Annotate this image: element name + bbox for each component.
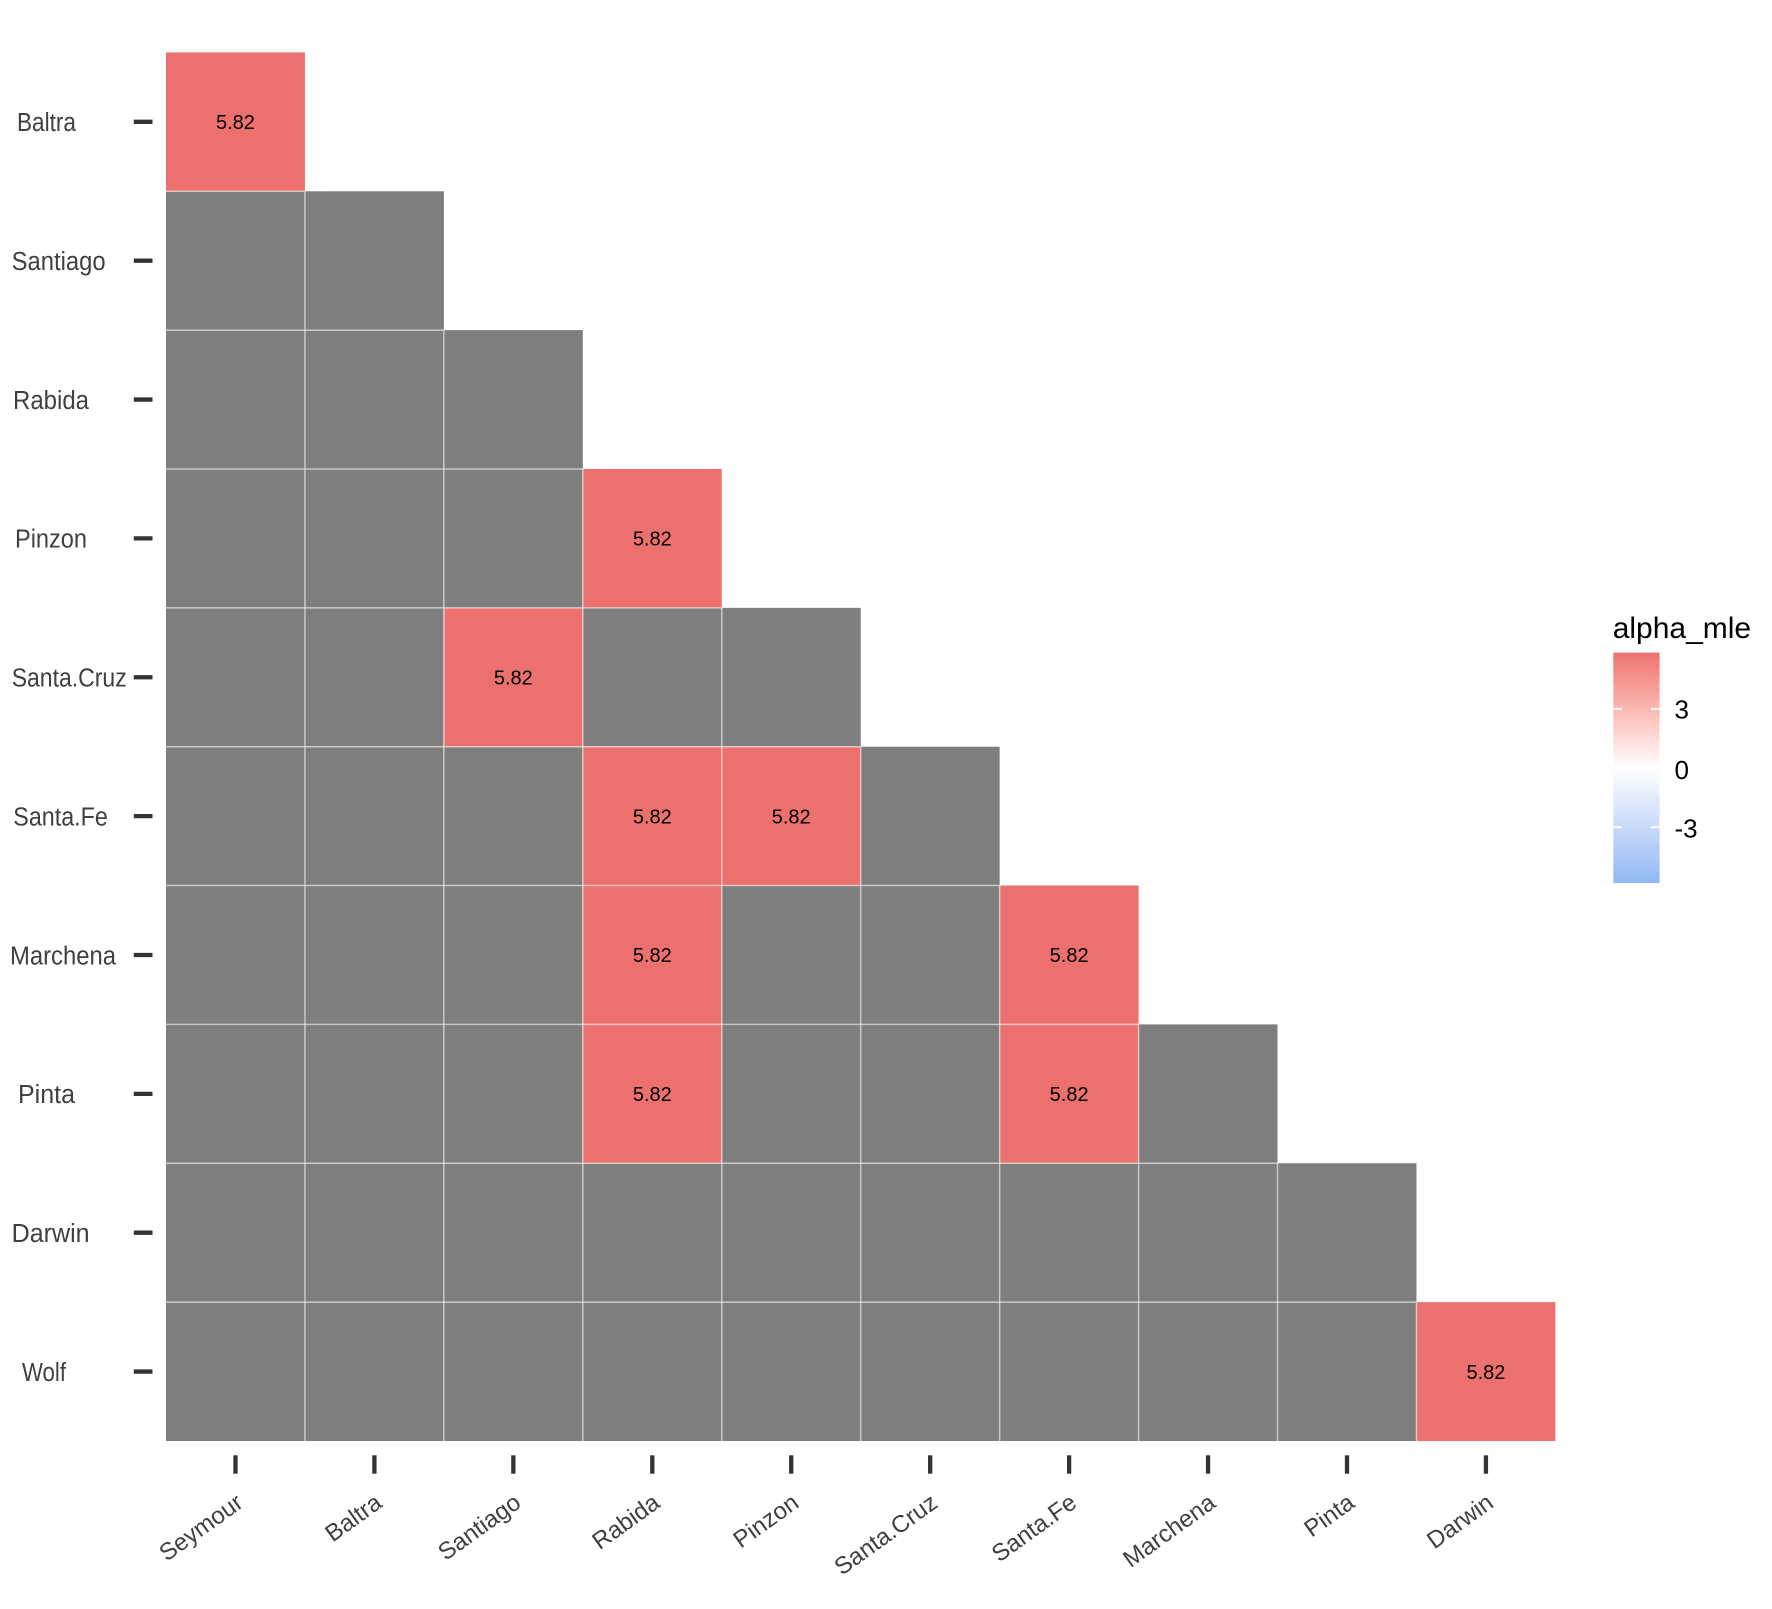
svg-text:-3: -3 [1675, 814, 1698, 844]
svg-text:5.82: 5.82 [633, 945, 672, 967]
svg-text:5.82: 5.82 [1466, 1362, 1505, 1384]
svg-text:Santa.Fe: Santa.Fe [13, 803, 108, 831]
svg-text:5.82: 5.82 [633, 806, 672, 828]
svg-text:5.82: 5.82 [1050, 945, 1089, 967]
svg-text:Santiago: Santiago [12, 248, 106, 276]
svg-text:Rabida: Rabida [13, 387, 90, 415]
svg-text:3: 3 [1675, 694, 1689, 724]
svg-text:Pinzon: Pinzon [15, 526, 87, 554]
svg-text:Wolf: Wolf [22, 1359, 67, 1387]
svg-text:Baltra: Baltra [17, 109, 77, 137]
svg-text:5.82: 5.82 [494, 667, 533, 689]
svg-text:Pinta: Pinta [18, 1081, 76, 1109]
svg-text:5.82: 5.82 [633, 1084, 672, 1106]
svg-text:5.82: 5.82 [1050, 1084, 1089, 1106]
svg-text:alpha_mle: alpha_mle [1613, 612, 1751, 645]
svg-text:Darwin: Darwin [12, 1220, 90, 1248]
svg-text:5.82: 5.82 [633, 529, 672, 551]
svg-text:0: 0 [1675, 755, 1689, 785]
svg-text:Santa.Cruz: Santa.Cruz [12, 665, 127, 693]
svg-text:5.82: 5.82 [772, 806, 811, 828]
svg-text:5.82: 5.82 [216, 112, 255, 134]
svg-text:Marchena: Marchena [10, 942, 117, 970]
